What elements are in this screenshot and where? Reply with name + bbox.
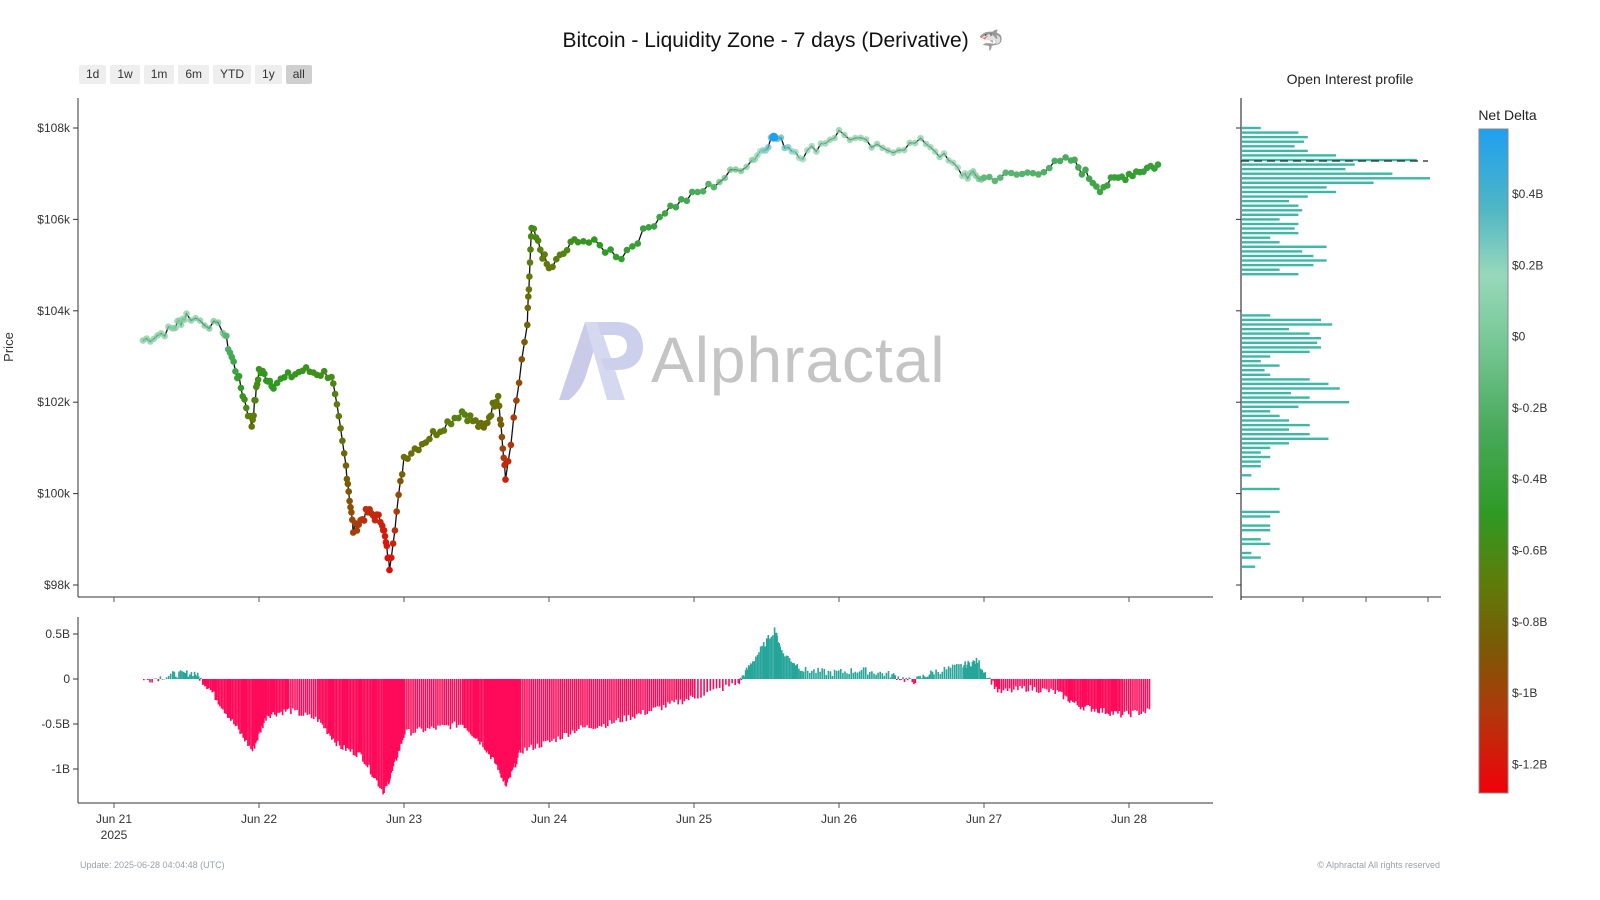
svg-text:-0.5B: -0.5B — [41, 717, 70, 731]
svg-text:Jun 22: Jun 22 — [241, 812, 277, 826]
price-x-ticks — [113, 597, 1130, 602]
open-interest-profile — [1236, 98, 1441, 602]
net-delta-colorbar — [1478, 128, 1509, 794]
open-interest-bars — [1242, 126, 1430, 568]
svg-text:$-0.4B: $-0.4B — [1512, 472, 1547, 486]
svg-text:$0.2B: $0.2B — [1512, 258, 1543, 272]
range-button-all[interactable]: all — [285, 65, 312, 84]
range-selector: 1d 1w 1m 6m YTD 1y all — [79, 65, 312, 84]
svg-text:Jun 21: Jun 21 — [96, 812, 132, 826]
copyright: © Alphractal All rights reserved — [1317, 860, 1440, 870]
svg-text:Jun 23: Jun 23 — [386, 812, 422, 826]
price-dots — [139, 126, 1162, 574]
svg-text:2025: 2025 — [101, 828, 128, 842]
svg-text:$102k: $102k — [37, 395, 71, 409]
svg-text:$-0.6B: $-0.6B — [1512, 544, 1547, 558]
range-button-1d[interactable]: 1d — [79, 65, 107, 84]
delta-bars — [143, 627, 1151, 795]
svg-text:$0.4B: $0.4B — [1512, 187, 1543, 201]
svg-text:Jun 28: Jun 28 — [1111, 812, 1147, 826]
x-axis-date-labels: Jun 21 2025 Jun 22 Jun 23 Jun 24 Jun 25 Jun 26… — [96, 803, 1147, 842]
svg-text:$100k: $100k — [37, 487, 71, 501]
colorbar-ticks: $0.4B $0.2B $0 $-0.2B $-0.4B $-0.6B $-0.8B $-1B… — [1512, 187, 1547, 771]
range-button-1m[interactable]: 1m — [143, 65, 175, 84]
update-timestamp: Update: 2025-06-28 04:04:48 (UTC) — [80, 860, 225, 870]
delta-y-axis: 0.5B 0 -0.5B -1B — [41, 627, 78, 776]
svg-text:Jun 25: Jun 25 — [676, 812, 712, 826]
svg-text:$106k: $106k — [37, 212, 71, 226]
svg-text:Jun 24: Jun 24 — [531, 812, 567, 826]
svg-text:$98k: $98k — [44, 578, 71, 592]
range-button-6m[interactable]: 6m — [178, 65, 210, 84]
price-axis-label: Price — [1, 332, 16, 362]
price-panel: $98k $100k $102k $104k $106k $108k Price — [1, 98, 1213, 602]
chart-title-text: Bitcoin - Liquidity Zone - 7 days (Deriv… — [562, 29, 969, 52]
svg-text:0: 0 — [63, 672, 70, 686]
svg-text:$104k: $104k — [37, 304, 71, 318]
svg-text:-1B: -1B — [51, 762, 70, 776]
svg-text:$-1B: $-1B — [1512, 686, 1537, 700]
svg-text:$-1.2B: $-1.2B — [1512, 757, 1547, 771]
range-button-ytd[interactable]: YTD — [213, 65, 252, 84]
colorbar-title: Net Delta — [1478, 107, 1537, 123]
range-button-1w[interactable]: 1w — [110, 65, 140, 84]
svg-text:$0: $0 — [1512, 330, 1526, 344]
open-interest-title: Open Interest profile — [1286, 71, 1414, 87]
svg-text:$108k: $108k — [37, 121, 71, 135]
range-button-1y[interactable]: 1y — [255, 65, 282, 84]
svg-text:0.5B: 0.5B — [45, 627, 70, 641]
price-y-axis: $98k $100k $102k $104k $106k $108k — [37, 121, 78, 592]
svg-text:$-0.8B: $-0.8B — [1512, 615, 1547, 629]
chart-title: Bitcoin - Liquidity Zone - 7 days (Deriv… — [0, 28, 1566, 53]
svg-text:$-0.2B: $-0.2B — [1512, 401, 1547, 415]
shark-icon: 🦈 — [978, 30, 1004, 52]
price-line — [142, 129, 1159, 571]
svg-text:Jun 27: Jun 27 — [966, 812, 1002, 826]
svg-text:Jun 26: Jun 26 — [821, 812, 857, 826]
